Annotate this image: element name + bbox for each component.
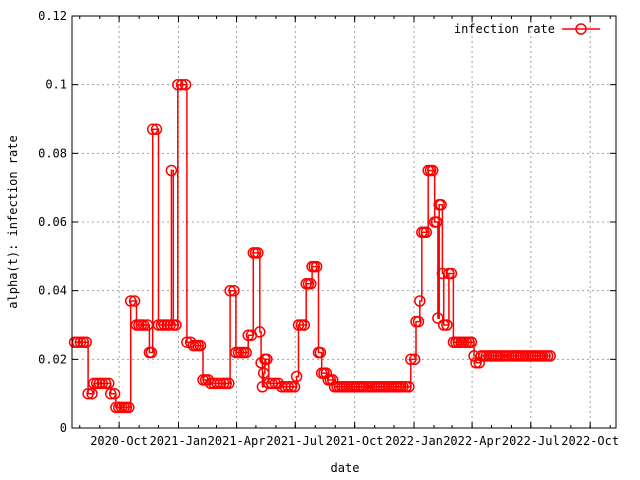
series-point-fill bbox=[395, 381, 407, 393]
series-point-fill bbox=[295, 319, 308, 331]
series-point bbox=[175, 78, 188, 91]
series-point bbox=[269, 377, 282, 390]
y-tick-label: 0.06 bbox=[38, 215, 67, 229]
x-tick-label: 2021-Oct bbox=[326, 434, 384, 448]
series-point bbox=[255, 357, 267, 369]
x-tick-label: 2020-Oct bbox=[90, 434, 148, 448]
y-tick-label: 0.12 bbox=[38, 9, 67, 23]
series-point-fill bbox=[135, 319, 148, 331]
series-point-fill bbox=[418, 226, 430, 239]
x-tick-label: 2021-Jan bbox=[150, 434, 208, 448]
series-point bbox=[179, 78, 192, 91]
series-point bbox=[403, 381, 415, 393]
series-point-fill bbox=[266, 377, 278, 390]
series-point bbox=[254, 326, 266, 338]
series-point-fill bbox=[77, 336, 90, 348]
series-point-fill bbox=[302, 278, 315, 290]
series-point bbox=[146, 123, 159, 136]
legend-marker-icon bbox=[575, 23, 587, 35]
series-point bbox=[412, 315, 425, 328]
series-point bbox=[228, 284, 240, 297]
series-point bbox=[298, 319, 311, 331]
series-point-fill bbox=[99, 377, 112, 390]
series-point bbox=[152, 319, 165, 331]
series-point-fill bbox=[237, 346, 250, 359]
series-point-fill bbox=[220, 377, 232, 390]
series-point-fill bbox=[308, 260, 321, 273]
series-line bbox=[74, 83, 551, 409]
series-point bbox=[141, 319, 154, 331]
series-point bbox=[314, 346, 327, 359]
series-point bbox=[108, 387, 121, 400]
y-tick-label: 0.1 bbox=[45, 78, 67, 92]
series-point bbox=[441, 319, 453, 331]
series-point bbox=[435, 199, 447, 211]
y-tick-label: 0.04 bbox=[38, 284, 67, 298]
series-point bbox=[68, 336, 81, 348]
legend: infection rate bbox=[454, 22, 600, 36]
series-point bbox=[150, 123, 163, 136]
series-point bbox=[242, 329, 254, 342]
series-point bbox=[128, 295, 141, 307]
series-point bbox=[430, 216, 443, 228]
series-point bbox=[165, 164, 178, 177]
y-axis-title: alpha(t): infection rate bbox=[6, 135, 20, 308]
y-tick-label: 0.08 bbox=[38, 146, 67, 160]
series-point bbox=[290, 370, 303, 383]
series-point bbox=[170, 319, 182, 331]
series-point bbox=[408, 353, 421, 366]
series-point bbox=[80, 336, 92, 348]
series-point-fill bbox=[232, 346, 245, 359]
x-tick-label: 2022-Oct bbox=[561, 434, 619, 448]
series-point bbox=[261, 353, 273, 366]
series-point-fill bbox=[400, 381, 412, 393]
x-tick-label: 2021-Apr bbox=[208, 434, 266, 448]
series-point bbox=[414, 295, 426, 307]
x-tick-label: 2022-Jul bbox=[502, 434, 560, 448]
grid-layer bbox=[72, 16, 616, 428]
series-point bbox=[436, 267, 449, 280]
series-point bbox=[257, 367, 270, 379]
tick-layer: 0 0.02 0.04 0.06 0.08 0.1 0.12 2020-Oct 2021-Jan… bbox=[38, 9, 619, 448]
series-point-fill bbox=[249, 247, 262, 259]
series-point bbox=[405, 353, 417, 366]
series-point bbox=[164, 319, 176, 331]
x-tick-label: 2022-Jan bbox=[385, 434, 443, 448]
series-point bbox=[211, 377, 223, 390]
series-point bbox=[224, 284, 236, 297]
y-tick-label: 0 bbox=[60, 421, 67, 435]
legend-entry-label: infection rate bbox=[454, 22, 555, 36]
series-point-fill bbox=[214, 377, 227, 390]
series-point-fill bbox=[120, 401, 133, 414]
series-point bbox=[437, 319, 450, 331]
series-point bbox=[104, 387, 117, 400]
series-point bbox=[432, 312, 444, 324]
series-point-fill bbox=[541, 350, 554, 362]
series-point-fill bbox=[463, 336, 475, 348]
series-point bbox=[124, 295, 137, 307]
series-point-fill bbox=[272, 377, 285, 390]
series-point-fill bbox=[161, 319, 173, 331]
x-tick-label: 2022-Apr bbox=[443, 434, 501, 448]
series-point bbox=[172, 78, 184, 91]
series-point bbox=[445, 267, 458, 280]
series-point bbox=[145, 346, 158, 359]
series-point-fill bbox=[192, 339, 204, 352]
series-point bbox=[292, 319, 305, 331]
y-tick-label: 0.02 bbox=[38, 352, 67, 366]
series-point bbox=[158, 319, 171, 331]
x-tick-label: 2021-Jul bbox=[266, 434, 324, 448]
series-point bbox=[82, 387, 94, 400]
series-point bbox=[282, 381, 294, 393]
series-point bbox=[74, 336, 87, 348]
x-axis-title: date bbox=[331, 461, 360, 475]
series-point-fill bbox=[424, 164, 437, 177]
series-point-fill bbox=[155, 319, 168, 331]
series-point-fill bbox=[285, 381, 298, 393]
series-layer bbox=[68, 78, 556, 414]
